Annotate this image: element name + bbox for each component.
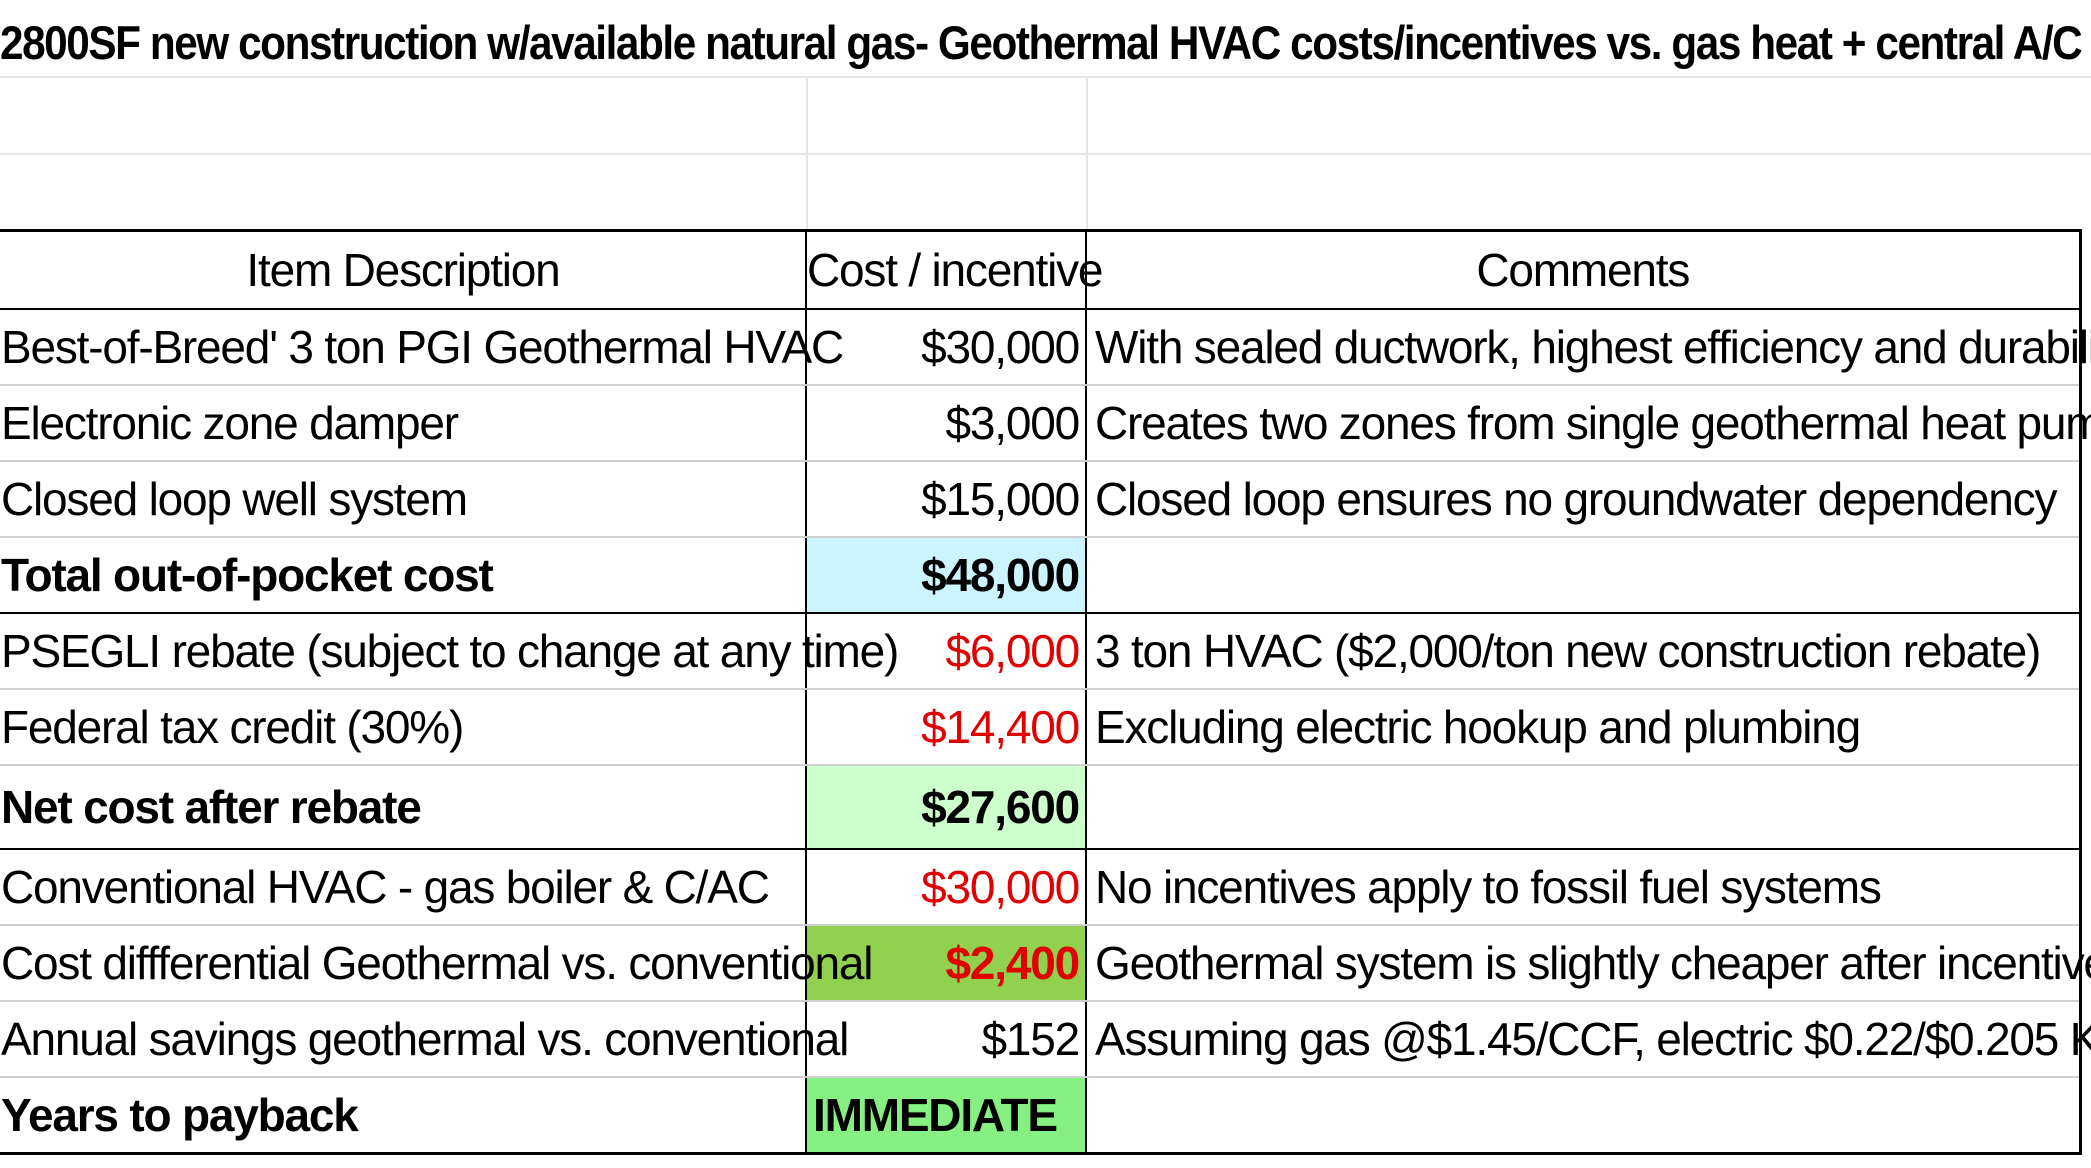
table-row: Best-of-Breed' 3 ton PGI Geothermal HVAC… bbox=[0, 309, 2091, 386]
row-comment[interactable] bbox=[1086, 765, 2080, 850]
table-row-net-cost: Net cost after rebate $27,600 bbox=[0, 765, 2080, 850]
row-description[interactable]: Conventional HVAC - gas boiler & C/AC bbox=[0, 849, 806, 926]
table-row-total-cost: Total out-of-pocket cost $48,000 bbox=[0, 536, 2080, 614]
sheet-title: 2800SF new construction w/available natu… bbox=[0, 16, 2083, 69]
row-description[interactable]: Net cost after rebate bbox=[0, 765, 806, 850]
row-description[interactable]: Closed loop well system bbox=[0, 461, 806, 538]
table-row: Cost diffferential Geothermal vs. conven… bbox=[0, 925, 2091, 1002]
row-comment[interactable]: No incentives apply to fossil fuel syste… bbox=[1086, 849, 2080, 926]
net-cost-cell[interactable]: $27,600 bbox=[805, 765, 1087, 850]
cost-comparison-table: Item Description Cost / incentive Commen… bbox=[0, 229, 2091, 1155]
table-row: Electronic zone damper $3,000 Creates tw… bbox=[0, 385, 2091, 462]
table-row: Conventional HVAC - gas boiler & C/AC $3… bbox=[0, 849, 2080, 926]
grid-line bbox=[0, 76, 2091, 78]
row-comment[interactable]: Geothermal system is slightly cheaper af… bbox=[1086, 925, 2091, 1002]
row-description[interactable]: Cost diffferential Geothermal vs. conven… bbox=[0, 925, 873, 1002]
row-description[interactable]: Total out-of-pocket cost bbox=[0, 537, 806, 614]
row-cost[interactable]: $15,000 bbox=[805, 461, 1087, 538]
row-description[interactable]: Best-of-Breed' 3 ton PGI Geothermal HVAC bbox=[0, 309, 844, 386]
table-row: PSEGLI rebate (subject to change at any … bbox=[0, 613, 2080, 690]
grid-line bbox=[806, 78, 808, 230]
header-comments[interactable]: Comments bbox=[1086, 230, 2080, 310]
total-cost-cell[interactable]: $48,000 bbox=[805, 536, 1087, 614]
header-cost-incentive[interactable]: Cost / incentive bbox=[805, 230, 1103, 310]
table-row: Annual savings geothermal vs. convention… bbox=[0, 1001, 2091, 1078]
row-comment[interactable] bbox=[1086, 1077, 2080, 1154]
row-comment[interactable]: Closed loop ensures no groundwater depen… bbox=[1086, 461, 2080, 538]
differential-cost-cell[interactable]: $2,400 bbox=[805, 925, 1087, 1002]
row-description[interactable]: Years to payback bbox=[1, 1089, 359, 1141]
row-comment[interactable]: Assuming gas @$1.45/CCF, electric $0.22/… bbox=[1086, 1001, 2091, 1078]
grid-line bbox=[0, 153, 2091, 155]
header-item-description[interactable]: Item Description bbox=[0, 230, 806, 310]
row-cost[interactable]: $3,000 bbox=[805, 385, 1087, 462]
row-cost-incentive[interactable]: $6,000 bbox=[805, 613, 1087, 690]
row-comment[interactable]: 3 ton HVAC ($2,000/ton new construction … bbox=[1086, 613, 2080, 690]
row-comment[interactable]: Creates two zones from single geothermal… bbox=[1086, 385, 2091, 462]
row-comment[interactable] bbox=[1086, 537, 2080, 614]
row-description[interactable]: PSEGLI rebate (subject to change at any … bbox=[0, 613, 899, 690]
row-cost[interactable]: $30,000 bbox=[805, 309, 1087, 386]
row-cost-incentive[interactable]: $14,400 bbox=[805, 689, 1087, 766]
row-description[interactable]: Annual savings geothermal vs. convention… bbox=[0, 1001, 849, 1078]
row-cost[interactable]: $152 bbox=[805, 1001, 1087, 1078]
table-header-row: Item Description Cost / incentive Commen… bbox=[0, 230, 2080, 310]
table-row-payback: Years to payback IMMEDIATE bbox=[0, 1077, 2080, 1154]
row-comment[interactable]: Excluding electric hookup and plumbing bbox=[1086, 689, 2080, 766]
table-row: Closed loop well system $15,000 Closed l… bbox=[0, 461, 2080, 538]
row-description[interactable]: Federal tax credit (30%) bbox=[0, 689, 806, 766]
row-comment[interactable]: With sealed ductwork, highest efficiency… bbox=[1086, 309, 2091, 386]
grid-line bbox=[1086, 78, 1088, 230]
payback-cell[interactable]: IMMEDIATE bbox=[805, 1077, 1087, 1154]
table-row: Federal tax credit (30%) $14,400 Excludi… bbox=[0, 689, 2080, 766]
row-cost-conventional[interactable]: $30,000 bbox=[805, 849, 1087, 926]
row-description[interactable]: Electronic zone damper bbox=[0, 385, 806, 462]
